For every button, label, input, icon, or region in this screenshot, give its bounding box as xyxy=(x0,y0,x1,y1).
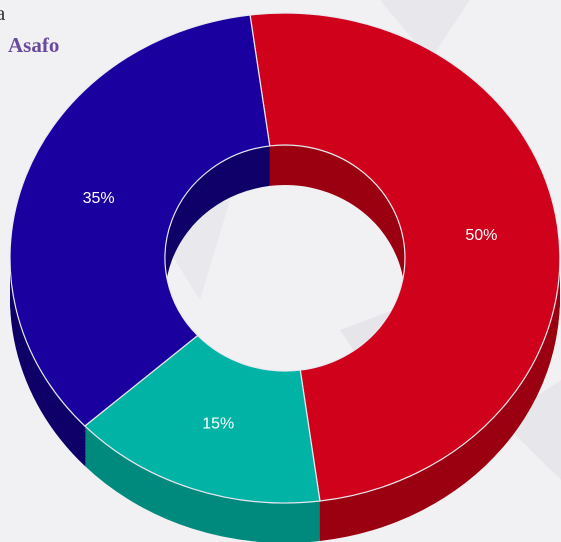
slice xyxy=(249,12,561,502)
legend-text: Asafo xyxy=(8,33,59,57)
slice xyxy=(83,334,321,504)
slice-label: 50% xyxy=(465,227,497,244)
legend-text: a xyxy=(0,1,6,25)
slice-label: 15% xyxy=(202,415,234,432)
donut: 50% 15% 35% xyxy=(9,12,561,542)
slice-label: 35% xyxy=(83,190,115,207)
slice xyxy=(9,14,271,427)
